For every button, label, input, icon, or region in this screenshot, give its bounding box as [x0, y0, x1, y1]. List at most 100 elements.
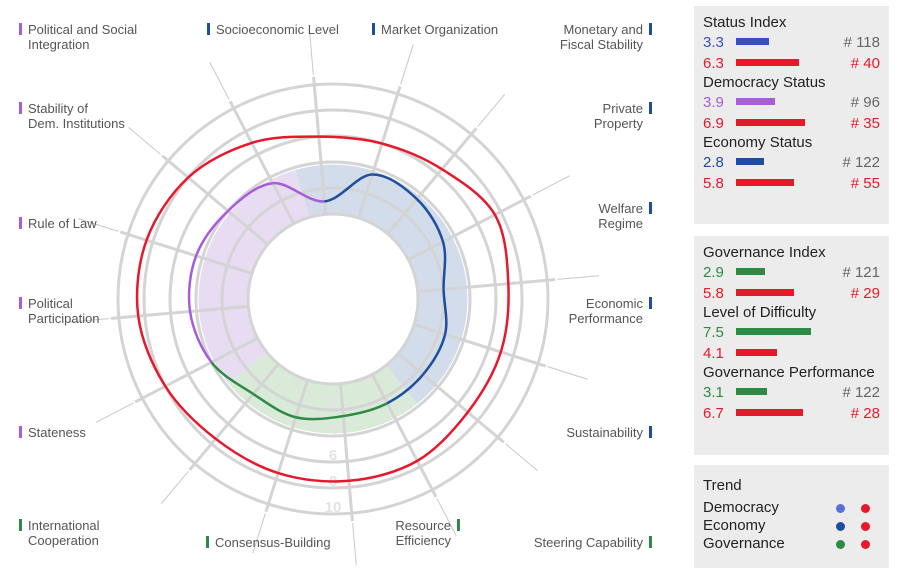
axis-label-economic-performance: Economic Performance: [500, 296, 652, 326]
axis-label-rule-of-law: Rule of Law: [19, 216, 97, 231]
spoke-line: [357, 85, 402, 219]
index-value: 3.9: [703, 94, 724, 111]
leader-line: [436, 498, 457, 537]
spoke-line: [110, 304, 249, 320]
country-series-segment: [295, 414, 344, 421]
grid-circle: [116, 82, 550, 516]
index-bar: [736, 158, 764, 165]
index-rank: # 122: [842, 384, 880, 401]
index-bar: [736, 388, 767, 395]
axis-label-political-participation: Political Participation: [19, 296, 100, 326]
index-rank: # 29: [850, 285, 880, 302]
axis-label-consensus-building: Consensus-Building: [206, 535, 331, 550]
index-bar: [736, 268, 765, 275]
index-bar: [736, 179, 794, 186]
index-value: 6.3: [703, 55, 724, 72]
index-row: 5.8 # 55: [703, 173, 880, 194]
spoke-line: [417, 278, 556, 294]
country-series-segment: [188, 311, 213, 364]
democracy-status-block: Democracy Status 3.9 # 96 6.9 # 35: [703, 74, 880, 134]
index-title: Governance Index: [703, 244, 826, 261]
index-row: 3.3 # 118: [703, 32, 880, 53]
trend-row-democracy: Democracy: [703, 499, 880, 517]
index-rank: # 40: [850, 55, 880, 72]
index-value: 3.1: [703, 384, 724, 401]
index-value: 4.1: [703, 345, 724, 362]
level-of-difficulty-block: Level of Difficulty 7.5 4.1: [703, 304, 880, 364]
index-row: 2.9 # 121: [703, 262, 880, 283]
spoke-line: [386, 127, 478, 235]
economy-sector: [295, 164, 468, 404]
spoke-line: [338, 383, 354, 522]
axis-label-resource-efficiency: Resource Efficiency: [372, 518, 460, 548]
index-bar: [736, 409, 803, 416]
spoke-line: [228, 100, 296, 225]
axis-label-sustainability: Sustainability: [500, 425, 652, 440]
index-bar: [736, 328, 811, 335]
country-series-segment: [372, 173, 418, 200]
status-index-block: Status Index 3.3 # 118 6.3 # 40: [703, 14, 880, 74]
spoke-line: [119, 230, 253, 275]
index-bar: [736, 59, 799, 66]
country-series-segment: [324, 173, 373, 203]
index-value: 2.9: [703, 264, 724, 281]
axis-label-stateness: Stateness: [19, 425, 86, 440]
index-bar: [736, 98, 775, 105]
axis-label-international-cooperation: International Cooperation: [19, 518, 100, 548]
scale-label: 10: [325, 499, 342, 516]
index-row: 6.9 # 35: [703, 113, 880, 134]
grid-circle: [220, 186, 446, 412]
spoke-line: [161, 154, 269, 246]
index-bar: [736, 349, 777, 356]
trend-label: Economy: [703, 517, 766, 534]
grid-circle: [194, 160, 472, 438]
axis-label-market-organization: Market Organization: [372, 22, 498, 37]
country-series-segment: [416, 198, 445, 243]
leader-line: [309, 32, 314, 75]
index-row: 3.9 # 96: [703, 92, 880, 113]
axis-label-welfare-regime: Welfare Regime: [500, 201, 652, 231]
index-title: Status Index: [703, 14, 787, 31]
grid-circle: [246, 212, 420, 386]
index-value: 5.8: [703, 175, 724, 192]
leader-line: [547, 366, 588, 380]
index-row: 6.7 # 28: [703, 403, 880, 424]
index-bar: [736, 119, 805, 126]
trend-label: Democracy: [703, 499, 779, 516]
leader-line: [505, 443, 538, 472]
leader-line: [252, 513, 266, 554]
index-row: 7.5: [703, 322, 880, 343]
country-series-segment: [441, 241, 447, 290]
index-rank: # 28: [850, 405, 880, 422]
index-value: 6.7: [703, 405, 724, 422]
index-value: 2.8: [703, 154, 724, 171]
axis-label-socioeconomic-level: Socioeconomic Level: [207, 22, 339, 37]
leader-line: [477, 94, 506, 127]
trend-dot-icon: [836, 504, 845, 513]
spoke-line: [397, 352, 505, 444]
spoke-line: [312, 76, 328, 215]
country-series-segment: [252, 392, 297, 419]
index-rank: # 118: [843, 34, 880, 51]
country-series-segment: [386, 373, 424, 405]
country-series-segment: [343, 402, 388, 418]
spoke-line: [413, 323, 547, 368]
scale-label: 4: [329, 421, 338, 438]
index-row: 2.8 # 122: [703, 152, 880, 173]
spoke-line: [134, 336, 259, 404]
trend-dot-icon: [836, 522, 845, 531]
trend-row-governance: Governance: [703, 535, 880, 553]
spoke-line: [264, 379, 309, 513]
country-series-segment: [272, 181, 325, 203]
trend-row-economy: Economy: [703, 517, 880, 535]
leader-line: [352, 523, 357, 566]
governance-performance-block: Governance Performance 3.1 # 122 6.7 # 28: [703, 364, 880, 424]
scale-label: 6: [329, 447, 337, 464]
status-index-panel: Status Index 3.3 # 118 6.3 # 40 Democracy …: [694, 6, 889, 224]
index-title: Democracy Status: [703, 74, 826, 91]
index-rank: # 122: [842, 154, 880, 171]
trend-dot-icon: [861, 522, 870, 531]
trend-dot-icon: [861, 504, 870, 513]
axis-label-stability-dem-institutions: Stability of Dem. Institutions: [19, 101, 125, 131]
